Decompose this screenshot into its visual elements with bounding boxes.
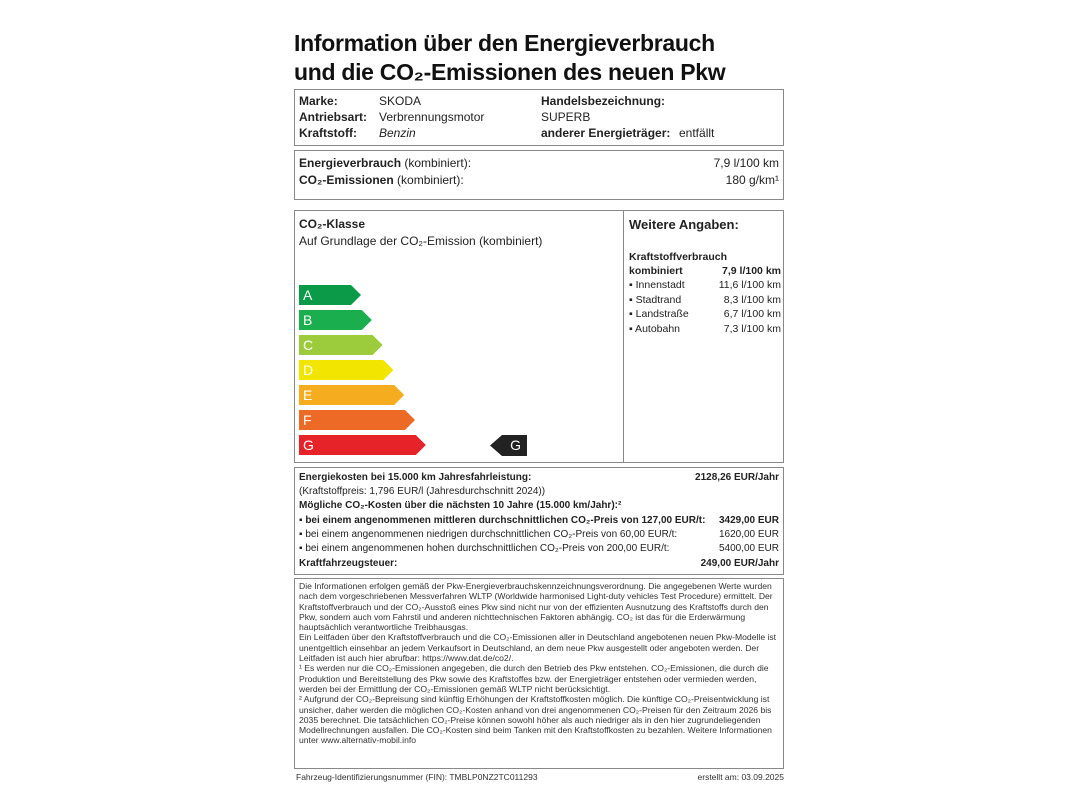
energy-cost-row: Energiekosten bei 15.000 km Jahresfahrle…	[299, 472, 779, 486]
handel-label: Handelsbezeichnung:	[541, 94, 666, 108]
note-paragraph-1: Die Informationen erfolgen gemäß der Pkw…	[299, 581, 773, 633]
consumption-item-value: 11,6 l/100 km	[718, 279, 781, 291]
consumption-item-label: ▪ Landstraße	[629, 308, 689, 320]
energy-cost-value: 2128,26 EUR/Jahr	[695, 472, 779, 483]
co2-class-bar-c: C	[299, 335, 383, 355]
co2-row: CO₂-Emissionen (kombiniert):	[299, 173, 464, 187]
co2-class-bar-g: G	[299, 435, 426, 455]
kraftstoff-value: Benzin	[379, 126, 416, 140]
kraftstoff-label: Kraftstoff:	[299, 126, 357, 140]
co2-value: 180 g/km¹	[725, 173, 779, 187]
further-sub: Kraftstoffverbrauch	[629, 251, 728, 263]
page-title: Information über den Energieverbrauch un…	[294, 29, 726, 87]
footnote-2: ² Aufgrund der CO₂-Bepreisung sind künft…	[299, 694, 772, 746]
co2-label: CO₂-Emissionen	[299, 173, 394, 187]
energy-cost-label: Energiekosten bei 15.000 km Jahresfahrle…	[299, 472, 532, 483]
note-paragraph-2: Ein Leitfaden über den Kraftstoffverbrau…	[299, 632, 777, 664]
further-heading: Weitere Angaben:	[629, 217, 739, 232]
tax-label: Kraftfahrzeugsteuer:	[299, 558, 398, 569]
current-class-indicator: G	[490, 435, 527, 456]
co2-class-bar-a: A	[299, 285, 361, 305]
energietraeger-label: anderer Energieträger:	[541, 126, 671, 140]
co2-cost-heading: Mögliche CO₂-Kosten über die nächsten 10…	[299, 500, 622, 511]
co2-low-value: 1620,00 EUR	[718, 529, 779, 540]
vehicle-box: Marke: SKODA Antriebsart: Verbrennungsmo…	[294, 89, 784, 146]
title-line-1: Information über den Energieverbrauch	[294, 30, 715, 56]
co2-high-value: 5400,00 EUR	[718, 543, 779, 554]
co2-mid-row: ▪ bei einem angenommenen mittleren durch…	[299, 515, 779, 529]
costs-box: Energiekosten bei 15.000 km Jahresfahrle…	[294, 467, 784, 575]
marke-label: Marke:	[299, 94, 338, 108]
divider	[623, 211, 624, 462]
consumption-box: Energieverbrauch (kombiniert): 7,9 l/100…	[294, 150, 784, 200]
combined-label: kombiniert	[629, 265, 683, 277]
consumption-item-label: ▪ Stadtrand	[629, 293, 682, 306]
fuel-price: (Kraftstoffpreis: 1,796 EUR/l (Jahresdur…	[299, 486, 546, 497]
energie-value: 7,9 l/100 km	[713, 156, 779, 170]
consumption-item-label: ▪ Innenstadt	[629, 279, 685, 291]
handel-value: SUPERB	[541, 110, 591, 124]
consumption-item-value: 6,7 l/100 km	[723, 308, 781, 320]
co2-low-row: ▪ bei einem angenommenen niedrigen durch…	[299, 529, 779, 543]
antrieb-value: Verbrennungsmotor	[379, 110, 485, 124]
co2-low-label: ▪ bei einem angenommenen niedrigen durch…	[299, 529, 678, 540]
co2-class-heading: CO₂-Klasse	[299, 217, 366, 231]
co2-mid-label: ▪ bei einem angenommenen mittleren durch…	[299, 515, 706, 526]
co2-class-subheading: Auf Grundlage der CO₂-Emission (kombinie…	[299, 234, 543, 248]
co2-class-bar-d: D	[299, 360, 393, 380]
co2-cost-heading-row: Mögliche CO₂-Kosten über die nächsten 10…	[299, 500, 779, 514]
tax-row: Kraftfahrzeugsteuer: 249,00 EUR/Jahr	[299, 558, 779, 572]
notes-box: Die Informationen erfolgen gemäß der Pkw…	[294, 578, 784, 769]
consumption-item-value: 8,3 l/100 km	[723, 293, 781, 306]
co2-class-bar-b: B	[299, 310, 372, 330]
co2-mid-value: 3429,00 EUR	[718, 515, 779, 526]
antrieb-label: Antriebsart:	[299, 110, 368, 124]
co2-high-row: ▪ bei einem angenommenen hohen durchschn…	[299, 543, 779, 557]
created-date: erstellt am: 03.09.2025	[697, 772, 784, 782]
co2-suffix: (kombiniert):	[393, 173, 464, 187]
fuel-price-row: (Kraftstoffpreis: 1,796 EUR/l (Jahresdur…	[299, 486, 779, 500]
energie-label: Energieverbrauch	[299, 156, 402, 170]
co2-class-bar-f: F	[299, 410, 415, 430]
consumption-item-label: ▪ Autobahn	[629, 322, 681, 335]
energietraeger-value: entfällt	[679, 126, 715, 140]
consumption-item-value: 7,3 l/100 km	[723, 322, 781, 335]
marke-value: SKODA	[379, 94, 422, 108]
notes-text: Die Informationen erfolgen gemäß der Pkw…	[299, 581, 783, 746]
co2-class-box: CO₂-Klasse Auf Grundlage der CO₂-Emissio…	[294, 210, 784, 463]
energie-suffix: (kombiniert):	[401, 156, 472, 170]
tax-value: 249,00 EUR/Jahr	[700, 558, 779, 569]
combined-value: 7,9 l/100 km	[722, 265, 781, 277]
footnote-1: ¹ Es werden nur die CO₂-Emissionen angeg…	[299, 663, 769, 694]
co2-high-label: ▪ bei einem angenommenen hohen durchschn…	[299, 543, 670, 554]
energie-row: Energieverbrauch (kombiniert):	[299, 156, 471, 170]
co2-class-bar-e: E	[299, 385, 404, 405]
title-line-2: und die CO₂-Emissionen des neuen Pkw	[294, 59, 726, 85]
fin: Fahrzeug-Identifizierungsnummer (FIN): T…	[296, 772, 538, 782]
